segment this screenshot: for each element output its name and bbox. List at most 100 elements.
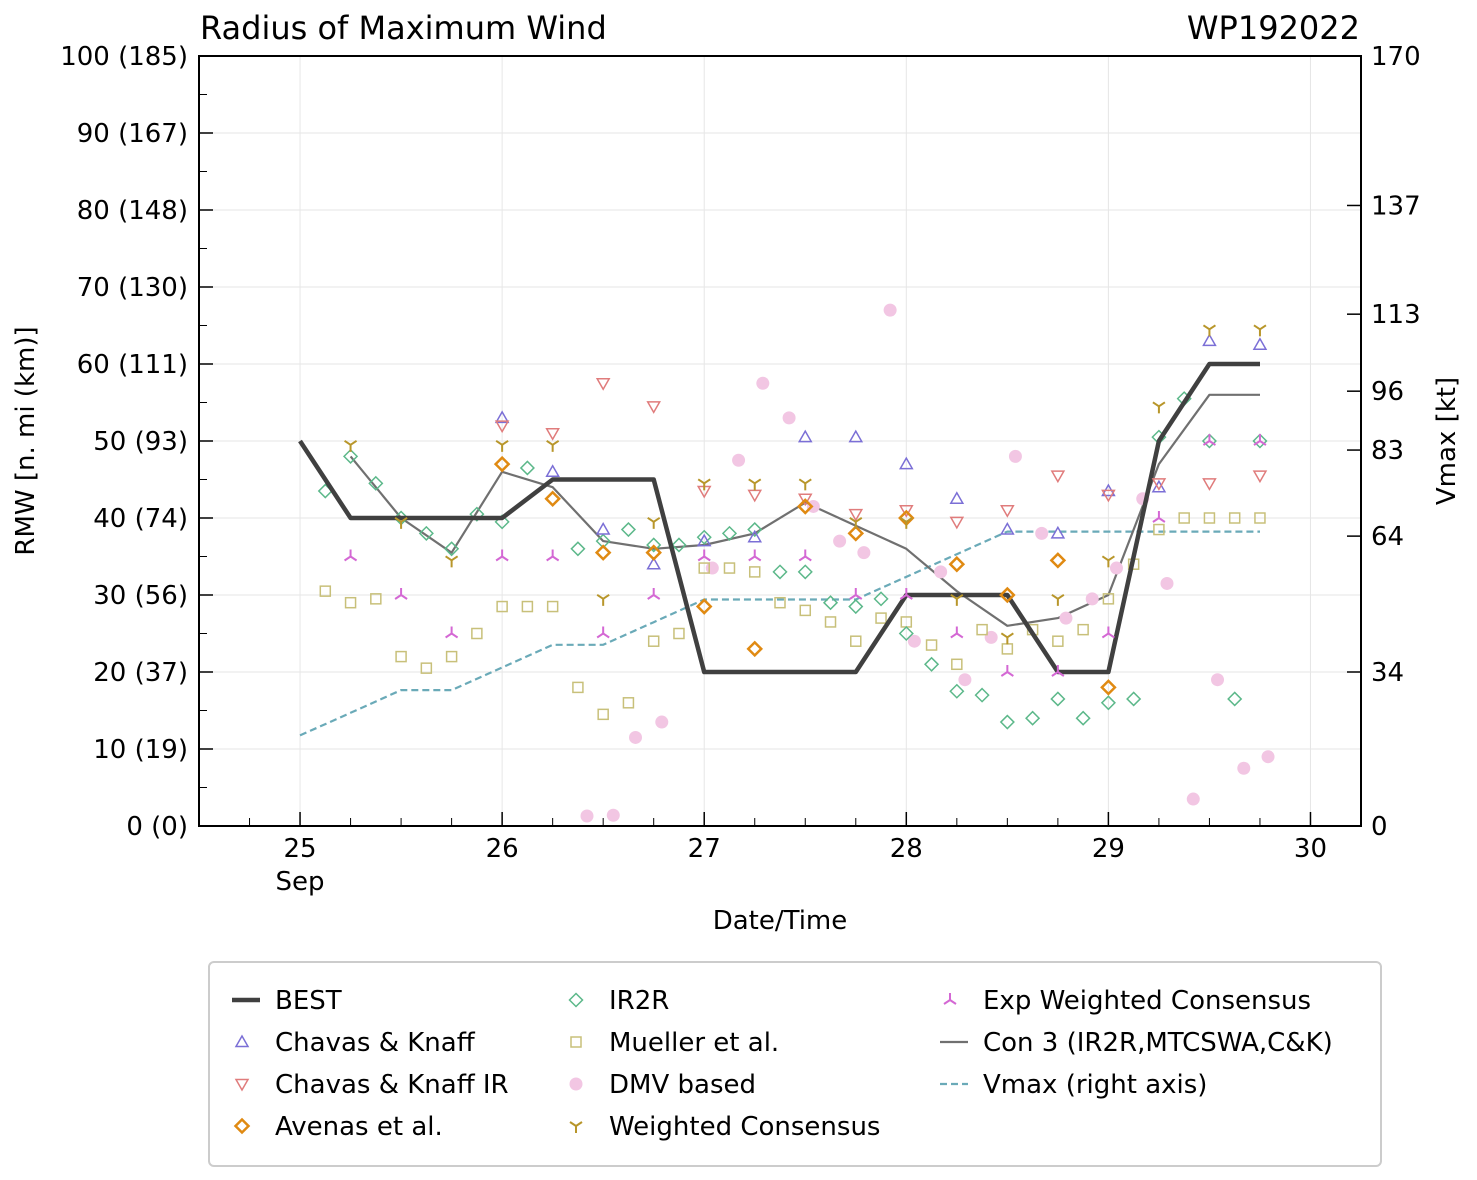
y-tick-label: 80 (148) [77, 196, 188, 226]
legend-item-ir2r: IR2R [568, 986, 669, 1016]
data-point-weighted-consensus [899, 517, 913, 529]
legend-label: BEST [275, 986, 342, 1016]
data-point-chavas-knaff [797, 429, 813, 443]
legend-item-mueller-et-al: Mueller et al. [570, 1028, 779, 1058]
series-line-best [298, 361, 1260, 675]
data-point-mueller-et-al [344, 596, 357, 609]
x-axis-label: Date/Time [713, 906, 848, 936]
y-tick-label: 0 (0) [126, 812, 188, 842]
data-point-ir2r [949, 683, 965, 699]
data-point-ir2r [848, 598, 864, 615]
data-point-mueller-et-al [597, 708, 609, 721]
data-point-dmv-based [934, 565, 948, 579]
series-chavas-knaff-ir [494, 378, 1268, 530]
data-point-dmv-based [907, 634, 921, 648]
data-point-mueller-et-al [1001, 643, 1014, 655]
legend: BEST Chavas & Knaff Chavas & Knaff IR Avena… [232, 986, 1333, 1142]
marker-stroke [1208, 324, 1216, 331]
data-point-mueller-et-al [673, 627, 685, 640]
data-point-mueller-et-al [1077, 623, 1089, 636]
y-tick-label: 10 (19) [93, 735, 188, 765]
data-point-dmv-based [1160, 576, 1174, 590]
data-point-weighted-consensus [697, 478, 711, 491]
data-point-chavas-knaff-ir [646, 401, 661, 414]
data-point-mueller-et-al [850, 635, 862, 647]
data-point-weighted-consensus [950, 594, 964, 606]
y-tick-label: 100 (185) [60, 42, 188, 72]
data-point-weighted-consensus [546, 440, 560, 452]
series-weighted-consensus [344, 324, 1267, 645]
data-point-mueller-et-al [496, 600, 508, 613]
data-point-dmv-based [1059, 611, 1073, 625]
data-point-ir2r [772, 564, 788, 580]
data-point-chavas-knaff-ir [1000, 505, 1015, 518]
data-point-exp-weighted-consensus [495, 549, 509, 562]
marker-stroke [703, 478, 711, 485]
data-point-chavas-knaff [899, 456, 914, 470]
series-exp-weighted-consensus [344, 434, 1267, 677]
data-point-mueller-et-al [875, 612, 887, 624]
series-chavas-knaff [494, 333, 1268, 570]
data-point-exp-weighted-consensus [1152, 511, 1166, 523]
legend-item-exp-weighted-consensus: Exp Weighted Consensus [943, 986, 1311, 1016]
data-point-exp-weighted-consensus [344, 549, 358, 562]
marker-stroke [596, 632, 604, 639]
x-tick-label: 27 [688, 834, 721, 864]
data-point-dmv-based [883, 303, 897, 317]
data-point-chavas-knaff-ir [595, 378, 611, 391]
marker-stroke [899, 594, 907, 600]
data-point-ir2r [1201, 433, 1217, 449]
data-point-exp-weighted-consensus [1051, 665, 1065, 677]
data-point-weighted-consensus [1202, 324, 1216, 337]
y2-axis-label: Vmax [kt] [1432, 377, 1462, 505]
data-point-dmv-based [1211, 673, 1225, 687]
data-point-weighted-consensus [798, 478, 812, 491]
legend-item-con-3-ir2r-mtcswa-c-k: Con 3 (IR2R,MTCSWA,C&K) [940, 1028, 1333, 1058]
data-point-avenas-et-al [999, 586, 1016, 604]
marker-stroke [905, 517, 913, 523]
series-mueller-et-al [319, 512, 1266, 721]
legend-swatch [570, 1036, 582, 1048]
data-point-ir2r [570, 541, 586, 557]
marker-stroke [1152, 517, 1160, 523]
data-point-weighted-consensus [1253, 324, 1267, 337]
y2-tick-label: 0 [1371, 812, 1388, 842]
marker-stroke [1152, 401, 1160, 408]
y2-tick-label: 170 [1371, 42, 1421, 72]
data-point-chavas-knaff-ir [494, 420, 510, 434]
data-point-weighted-consensus [495, 440, 509, 452]
legend-item-dmv-based: DMV based [569, 1070, 756, 1100]
legend-swatch [234, 1034, 250, 1048]
marker-stroke [400, 517, 408, 523]
series-line-con-3-ir2r-mtcswa-c-k [349, 393, 1260, 627]
y-tick-label: 70 (130) [77, 273, 188, 303]
legend-item-chavas-knaff-ir: Chavas & Knaff IR [234, 1070, 509, 1100]
marker-stroke [344, 555, 352, 562]
marker-stroke [804, 478, 812, 485]
data-point-dmv-based [782, 411, 796, 425]
legend-label: Con 3 (IR2R,MTCSWA,C&K) [983, 1028, 1333, 1058]
data-point-chavas-knaff-ir [1252, 470, 1268, 484]
data-point-avenas-et-al [847, 525, 865, 542]
data-point-ir2r [924, 656, 940, 672]
marker-stroke [949, 999, 957, 1005]
marker-stroke [703, 555, 711, 562]
marker-stroke [1000, 632, 1008, 639]
data-point-chavas-knaff [494, 410, 510, 424]
y2-tick-label: 137 [1371, 191, 1421, 221]
y-tick-label: 30 (56) [93, 581, 188, 611]
marker-stroke [501, 440, 509, 446]
data-point-ir2r [721, 525, 738, 541]
marker-stroke [451, 632, 459, 639]
marker-stroke [697, 478, 705, 485]
data-point-chavas-knaff [1050, 525, 1066, 539]
marker-stroke [394, 594, 402, 600]
data-point-mueller-et-al [546, 600, 559, 613]
marker-stroke [899, 517, 907, 523]
marker-stroke [552, 555, 560, 562]
series-con-3-ir2r-mtcswa-c-k [349, 393, 1260, 627]
marker-stroke [804, 555, 812, 562]
marker-stroke [754, 555, 762, 562]
data-point-avenas-et-al [594, 544, 612, 561]
data-point-mueller-et-al [1102, 593, 1115, 605]
